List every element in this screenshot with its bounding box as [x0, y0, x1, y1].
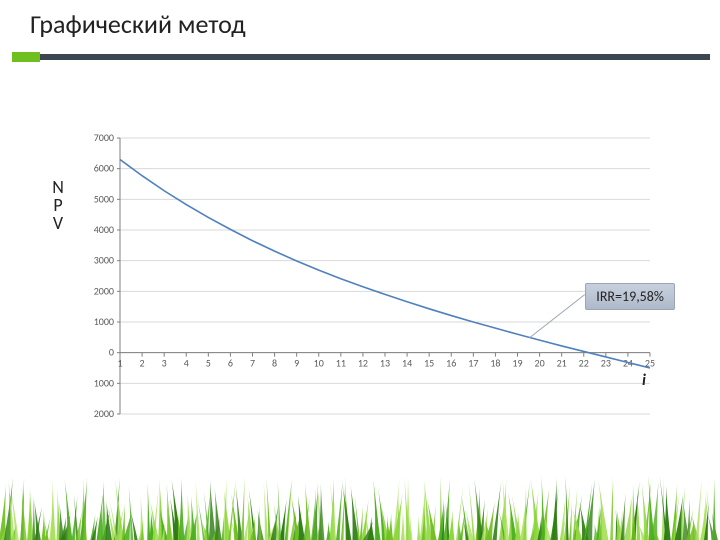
svg-text:22: 22: [579, 357, 589, 370]
grass-decoration: [0, 470, 720, 540]
svg-text:1: 1: [117, 357, 122, 370]
svg-text:0: 0: [109, 346, 114, 359]
y-axis-label: N P V: [50, 178, 66, 232]
svg-text:3000: 3000: [94, 254, 114, 267]
chart-svg: 7000600050004000300020001000010002000123…: [80, 130, 660, 440]
svg-text:5000: 5000: [94, 192, 114, 205]
svg-text:2: 2: [140, 357, 145, 370]
svg-text:1000: 1000: [94, 315, 114, 328]
svg-text:1000: 1000: [94, 376, 114, 389]
svg-text:7: 7: [250, 357, 255, 370]
svg-text:4000: 4000: [94, 223, 114, 236]
slide-title: Графический метод: [30, 8, 246, 40]
svg-text:13: 13: [380, 357, 390, 370]
svg-text:21: 21: [557, 357, 567, 370]
svg-text:17: 17: [468, 357, 478, 370]
svg-text:18: 18: [490, 357, 500, 370]
svg-text:15: 15: [424, 357, 434, 370]
irr-callout: IRR=19,58%: [585, 283, 675, 310]
svg-text:9: 9: [294, 357, 299, 370]
accent-bar: [12, 52, 40, 62]
svg-text:12: 12: [358, 357, 368, 370]
title-rule: [40, 54, 710, 60]
svg-text:7000: 7000: [94, 131, 114, 144]
svg-text:5: 5: [206, 357, 211, 370]
svg-text:16: 16: [446, 357, 456, 370]
svg-text:19: 19: [512, 357, 522, 370]
svg-text:6: 6: [228, 357, 233, 370]
npv-chart: 7000600050004000300020001000010002000123…: [80, 130, 660, 440]
svg-text:10: 10: [314, 357, 324, 370]
x-axis-label: i: [642, 371, 646, 390]
svg-text:20: 20: [535, 357, 545, 370]
svg-text:11: 11: [336, 357, 346, 370]
svg-text:8: 8: [272, 357, 277, 370]
svg-text:6000: 6000: [94, 162, 114, 175]
svg-text:14: 14: [402, 357, 412, 370]
y-axis-label-v: V: [50, 214, 66, 232]
svg-text:3: 3: [162, 357, 167, 370]
svg-text:2000: 2000: [94, 407, 114, 420]
svg-text:2000: 2000: [94, 284, 114, 297]
svg-text:4: 4: [184, 357, 189, 370]
